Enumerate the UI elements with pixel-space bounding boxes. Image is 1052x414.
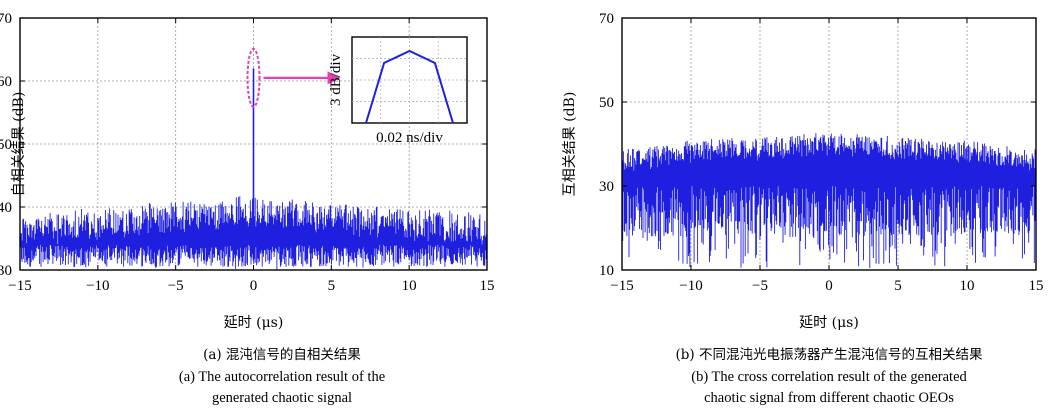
noise-trace [622,133,1036,268]
x-tick-label: 15 [1029,278,1044,294]
caption-a-cn: (a) 混沌信号的自相关结果 [203,347,361,363]
ticks-b: −15 −10 −5 0 5 10 15 10 30 50 70 [599,11,1044,294]
x-tick-label: −10 [86,278,109,294]
x-tick-label: −15 [8,278,31,294]
y-tick-label: 50 [0,137,12,153]
x-tick-label: 0 [250,278,258,294]
noise-band-a [20,196,487,270]
peak-highlight-ellipse [246,47,261,108]
x-axis-label-a: 延时 (μs) [224,315,284,331]
y-tick-label: 40 [0,200,12,216]
y-axis-label-b: 互相关结果 (dB) [562,92,578,197]
caption-b-en-line1: (b) The cross correlation result of the … [691,369,967,385]
caption-b-en-line2: chaotic signal from different chaotic OE… [704,390,954,406]
y-tick-label: 50 [599,95,614,111]
inset-zoom: 0.02 ns/div 3 dB/div [328,36,468,146]
x-axis-label-b: 延时 (μs) [799,315,859,331]
inset-curve [365,49,454,124]
noise-trace [20,196,487,270]
x-tick-label: 5 [328,278,336,294]
y-tick-label: 30 [599,179,614,195]
ticks-a: −15 −10 −5 0 5 10 15 30 40 50 60 70 [0,11,495,294]
caption-a-en-line2: generated chaotic signal [212,390,352,406]
y-tick-label: 10 [599,263,614,279]
chart-autocorrelation: −15 −10 −5 0 5 10 15 30 40 50 60 70 0.02 ns/div 3 d… [0,11,495,406]
inset-grid [352,37,467,123]
y-tick-label: 30 [0,263,12,279]
x-tick-label: −5 [752,278,768,294]
chart-cross-correlation: −15 −10 −5 0 5 10 15 10 30 50 70 延时 (μs) 互相关结果 (dB… [562,11,1044,406]
y-tick-label: 70 [599,11,614,27]
x-tick-label: −5 [168,278,184,294]
x-tick-label: 10 [960,278,975,294]
x-tick-label: 5 [894,278,902,294]
inset-y-label: 3 dB/div [328,53,344,106]
x-tick-label: −15 [610,278,633,294]
inset-x-label: 0.02 ns/div [376,130,443,146]
x-tick-label: 0 [825,278,833,294]
x-tick-label: −10 [679,278,702,294]
y-axis-label-a: 自相关结果 (dB) [11,92,27,197]
x-tick-label: 15 [480,278,495,294]
caption-a-en-line1: (a) The autocorrelation result of the [179,369,385,385]
caption-b-cn: (b) 不同混沌光电振荡器产生混沌信号的互相关结果 [676,347,983,363]
x-tick-label: 10 [402,278,417,294]
y-tick-label: 70 [0,11,12,27]
y-tick-label: 60 [0,74,12,90]
noise-band-b [622,133,1036,268]
